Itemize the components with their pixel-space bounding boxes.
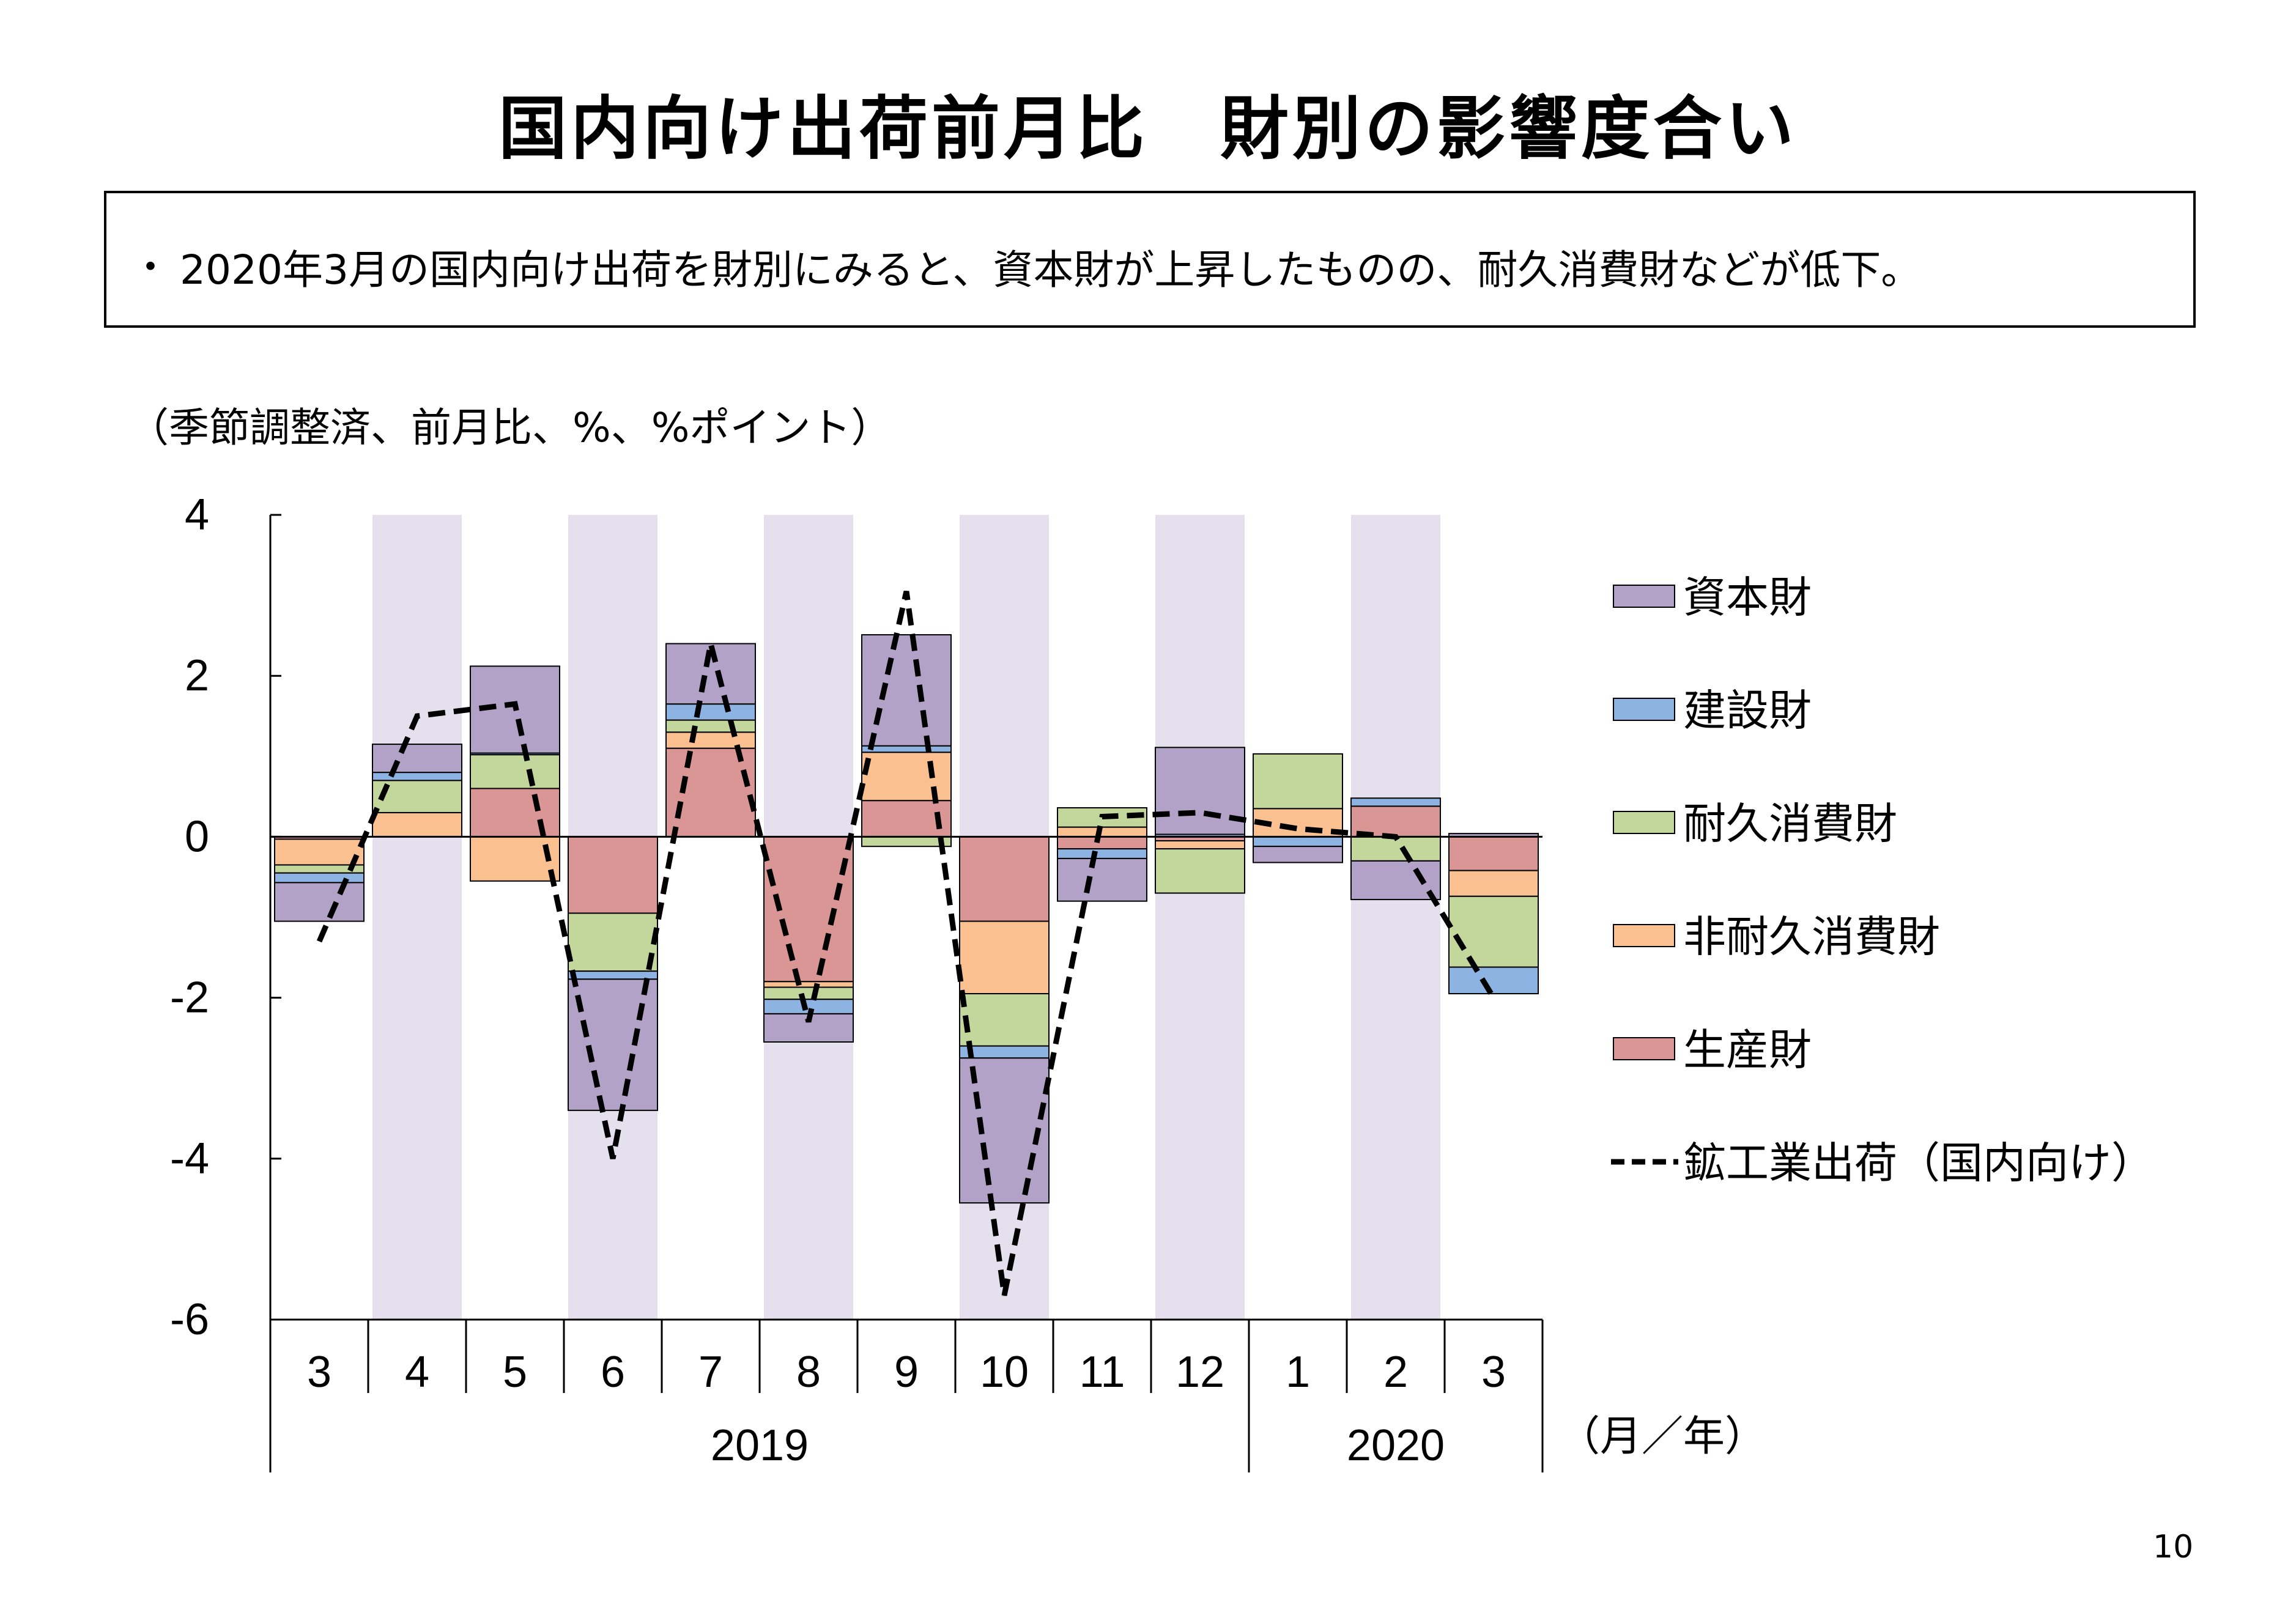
bar-segment-4-6: [861, 634, 952, 747]
legend-swatch-2: [1613, 811, 1675, 834]
legend-label: 非耐久消費財: [1683, 913, 1940, 961]
bar-segment-1-10: [1253, 808, 1343, 838]
y-tick-label: 0: [185, 812, 209, 861]
page-title: 国内向け出荷前月比 財別の影響度合い: [498, 89, 1798, 169]
x-tick-label: 11: [1079, 1348, 1125, 1397]
legend-label: 建設財: [1683, 687, 1812, 734]
x-unit-label: （月／年）: [1558, 1413, 1766, 1460]
summary-text: 2020年3月の国内向け出荷を財別にみると、資本財が上昇したものの、耐久消費財な…: [180, 246, 1922, 294]
bar-segment-1-5: [763, 981, 854, 988]
bar-layer: [274, 634, 1539, 1204]
shade-band-1: [372, 515, 462, 1320]
shade-band-11: [1351, 515, 1440, 1320]
bar-segment-1-2: [470, 836, 560, 882]
bar-segment-3-12: [1448, 966, 1539, 995]
bar-segment-2-9: [1155, 848, 1245, 894]
legend-label: 生産財: [1683, 1026, 1812, 1074]
y-tick-label: -6: [170, 1295, 209, 1344]
bar-segment-0-4: [665, 747, 756, 838]
legend-label: 鉱工業出荷（国内向け）: [1683, 1139, 2154, 1187]
total-line: [316, 591, 1496, 1296]
x-tick-label: 10: [980, 1348, 1029, 1397]
bar-segment-3-0: [274, 872, 365, 884]
y-tick-label: 4: [185, 490, 209, 539]
x-tick-label: 1: [1286, 1348, 1310, 1397]
bar-segment-0-2: [470, 788, 560, 838]
legend-swatch-1: [1613, 698, 1675, 721]
bar-segment-1-4: [665, 731, 756, 749]
year-label: 2019: [711, 1421, 809, 1470]
legend-label: 資本財: [1683, 574, 1812, 621]
x-tick-label: 5: [503, 1348, 527, 1397]
bar-segment-4-10: [1253, 846, 1343, 863]
bar-segment-3-6: [861, 745, 952, 753]
bar-segment-1-1: [372, 811, 462, 838]
bar-segment-3-8: [1057, 848, 1147, 859]
shade-band-9: [1155, 515, 1245, 1320]
page-number: 10: [2153, 1529, 2194, 1565]
x-tick-label: 3: [1481, 1348, 1506, 1397]
unit-note: （季節調整済、前月比、%、%ポイント）: [128, 404, 892, 451]
bar-segment-2-12: [1448, 895, 1539, 968]
bar-segment-2-6: [861, 836, 952, 848]
bar-segment-0-12: [1448, 836, 1539, 871]
year-label: 2020: [1347, 1421, 1445, 1470]
legend-swatch-4: [1613, 1037, 1675, 1060]
bar-segment-2-3: [568, 912, 658, 972]
legend-label: 耐久消費財: [1683, 800, 1897, 848]
bar-segment-4-11: [1350, 860, 1441, 901]
summary-box: ・ 2020年3月の国内向け出荷を財別にみると、資本財が上昇したものの、耐久消費…: [104, 191, 2196, 328]
bar-segment-3-3: [568, 970, 658, 980]
line-layer: [316, 591, 1496, 1296]
bar-segment-4-9: [1155, 747, 1245, 835]
bar-segment-2-4: [665, 719, 756, 733]
x-tick-label: 2: [1383, 1348, 1408, 1397]
bar-segment-1-0: [274, 838, 365, 866]
y-tick-label: -2: [170, 973, 209, 1022]
bar-segment-3-11: [1350, 797, 1441, 807]
x-tick-label: 4: [405, 1348, 429, 1397]
bar-segment-2-7: [959, 993, 1050, 1047]
x-tick-label: 8: [796, 1348, 821, 1397]
bar-segment-2-2: [470, 754, 560, 789]
bar-segment-0-7: [959, 836, 1050, 922]
bar-segment-2-10: [1253, 753, 1343, 810]
legend-swatch-0: [1613, 585, 1675, 608]
x-tick-label: 7: [698, 1348, 723, 1397]
legend-swatch-3: [1613, 924, 1675, 947]
summary-bullet: ・: [131, 245, 170, 290]
bar-segment-1-7: [959, 920, 1050, 995]
bar-segment-2-5: [763, 986, 854, 1000]
bar-segment-1-12: [1448, 870, 1539, 897]
bar-segment-4-8: [1057, 857, 1147, 902]
bar-segment-1-9: [1155, 840, 1245, 850]
x-tick-label: 9: [894, 1348, 919, 1397]
bar-segment-3-10: [1253, 836, 1343, 848]
bar-segment-0-8: [1057, 836, 1147, 850]
bar-segment-3-1: [372, 772, 462, 781]
bar-segment-4-3: [568, 978, 658, 1111]
bar-segment-4-1: [372, 744, 462, 774]
y-tick-label: -4: [170, 1134, 209, 1183]
y-tick-label: 2: [185, 651, 209, 700]
x-tick-label: 3: [307, 1348, 331, 1397]
bar-segment-4-0: [274, 882, 365, 922]
bar-segment-3-4: [665, 703, 756, 721]
bar-segment-1-6: [861, 752, 952, 802]
x-tick-label: 6: [601, 1348, 625, 1397]
bar-segment-0-3: [568, 836, 658, 914]
x-tick-label: 12: [1176, 1348, 1224, 1397]
